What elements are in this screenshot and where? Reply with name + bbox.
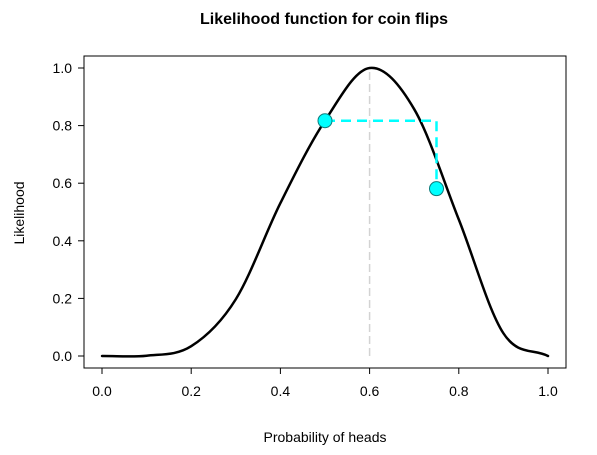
y-tick-label-5: 1.0 bbox=[53, 60, 73, 76]
y-tick-label-3: 0.6 bbox=[53, 175, 73, 191]
x-tick-label-5: 1.0 bbox=[538, 383, 558, 399]
y-tick-label-0: 0.0 bbox=[53, 348, 73, 364]
x-axis-label: Probability of heads bbox=[264, 429, 387, 445]
y-tick-label-1: 0.2 bbox=[53, 290, 73, 306]
x-tick-label-0: 0.0 bbox=[92, 383, 112, 399]
y-tick-label-4: 0.8 bbox=[53, 118, 73, 134]
likelihood-curve bbox=[100, 66, 550, 358]
likelihood-point-1 bbox=[429, 181, 444, 197]
chart-title: Likelihood function for coin flips bbox=[200, 11, 448, 28]
x-tick-label-1: 0.2 bbox=[181, 383, 201, 399]
x-tick-label-3: 0.6 bbox=[360, 383, 380, 399]
plot-frame bbox=[83, 55, 567, 369]
y-tick-label-2: 0.4 bbox=[53, 233, 73, 249]
likelihood-ratio-guide bbox=[325, 119, 438, 189]
likelihood-point-0 bbox=[317, 113, 333, 129]
y-axis-label: Likelihood bbox=[11, 181, 27, 244]
x-tick-label-2: 0.4 bbox=[271, 383, 291, 399]
x-tick-label-4: 0.8 bbox=[449, 383, 469, 399]
